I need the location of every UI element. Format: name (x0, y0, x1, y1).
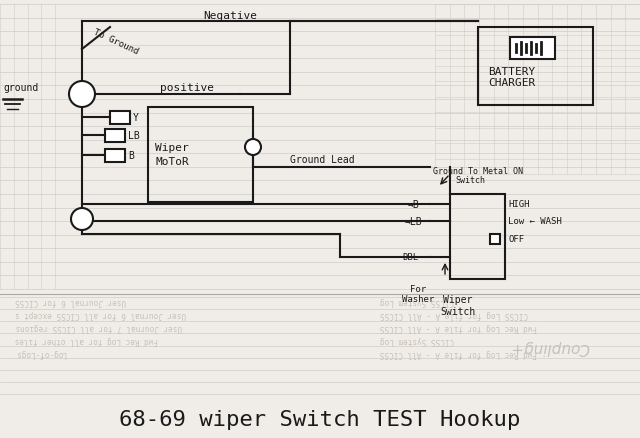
Text: Coupling+: Coupling+ (510, 340, 589, 355)
Text: LB: LB (128, 131, 140, 141)
Text: To Ground: To Ground (92, 28, 140, 56)
Bar (490, 234, 500, 244)
Bar (105, 150, 125, 162)
Text: Fwd Rec Log for all other files: Fwd Rec Log for all other files (15, 336, 158, 345)
Bar (110, 112, 130, 125)
Circle shape (71, 208, 93, 230)
Text: BATTERY: BATTERY (488, 67, 535, 77)
Bar (105, 130, 125, 143)
Text: DBL: DBL (402, 253, 418, 262)
Text: →B: →B (408, 200, 420, 209)
Text: Ground Lead: Ground Lead (290, 155, 355, 165)
Text: CICSS Log for file A - All CICSS: CICSS Log for file A - All CICSS (380, 310, 528, 319)
Text: 68-69 wiper Switch TEST Hookup: 68-69 wiper Switch TEST Hookup (120, 409, 520, 429)
Text: Log-of-Logs: Log-of-Logs (15, 349, 66, 358)
Text: User Journal 7 for all CICSS regions: User Journal 7 for all CICSS regions (15, 323, 182, 332)
Text: Low ← WASH: Low ← WASH (508, 217, 562, 226)
Text: MoToR: MoToR (155, 157, 189, 166)
Circle shape (245, 140, 261, 155)
Text: CHARGER: CHARGER (488, 78, 535, 88)
Text: User Journal 6 for all CICSS except s: User Journal 6 for all CICSS except s (15, 310, 186, 319)
Text: CICSS System Log: CICSS System Log (380, 297, 454, 306)
Text: For
Washer: For Washer (402, 284, 434, 304)
Circle shape (69, 82, 95, 108)
Text: Negative: Negative (203, 11, 257, 21)
Text: Fwd Rec Log for file A - All CICSS: Fwd Rec Log for file A - All CICSS (380, 323, 537, 332)
Text: ground: ground (3, 83, 38, 93)
Bar (148, 108, 253, 202)
Bar (510, 38, 555, 60)
Text: Wiper: Wiper (155, 143, 189, 153)
Bar (450, 194, 505, 279)
Text: Switch: Switch (455, 176, 485, 185)
Text: User Journal 6 for CICSS: User Journal 6 for CICSS (15, 297, 126, 306)
Text: OFF: OFF (508, 235, 524, 244)
Text: CICSS System Log: CICSS System Log (380, 336, 454, 345)
Text: Wiper
Switch: Wiper Switch (440, 294, 476, 316)
Text: Ground To Metal ON: Ground To Metal ON (433, 167, 523, 176)
Text: B: B (128, 151, 134, 161)
Text: Fwd Rec Log for file A - All CICSS: Fwd Rec Log for file A - All CICSS (380, 349, 537, 358)
Text: HIGH: HIGH (508, 200, 529, 209)
Bar (478, 28, 593, 106)
Text: Y: Y (133, 113, 139, 123)
Text: →LB: →LB (405, 216, 422, 226)
Text: positive: positive (160, 83, 214, 93)
